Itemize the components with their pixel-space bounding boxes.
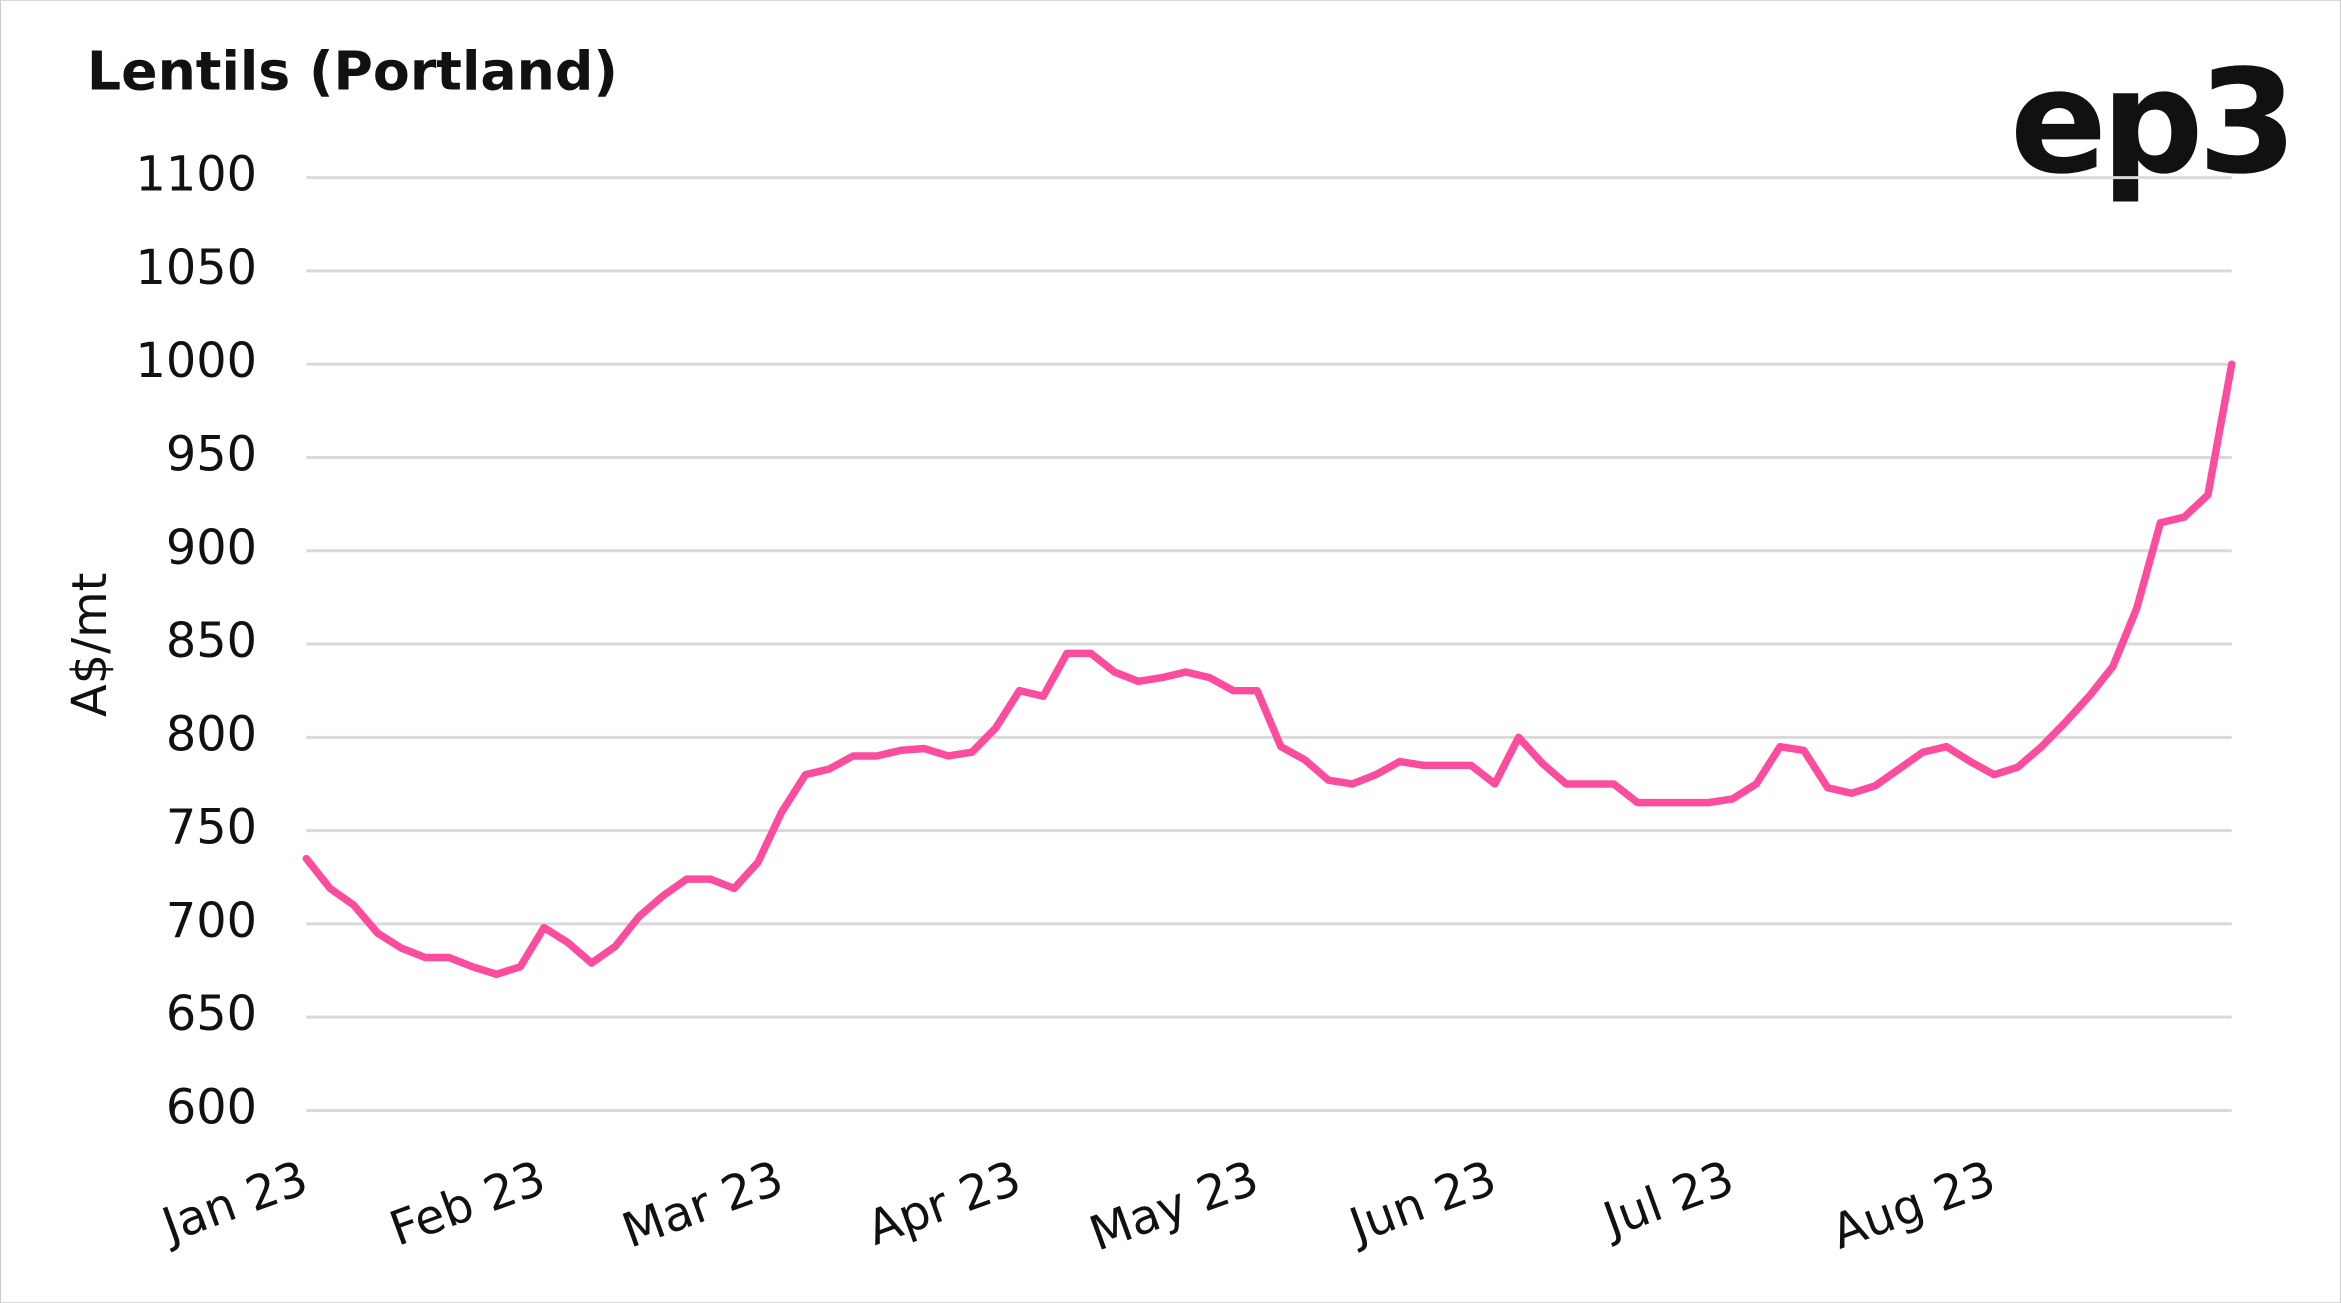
chart-title: Lentils (Portland) [87, 39, 618, 102]
y-tick-label: 900 [166, 521, 257, 576]
y-tick-label: 750 [166, 801, 257, 856]
y-tick-label: 700 [166, 894, 257, 949]
y-tick-label: 800 [166, 707, 257, 762]
y-tick-label: 1100 [136, 148, 258, 203]
logo: ep3 [2010, 39, 2292, 206]
price-line [302, 360, 2236, 978]
y-tick-label: 1050 [136, 241, 258, 296]
y-tick-label: 600 [166, 1080, 257, 1135]
y-tick-label: 950 [166, 427, 257, 482]
y-tick-label: 650 [166, 987, 257, 1042]
plot [302, 360, 2236, 978]
y-tick-label: 1000 [136, 334, 258, 389]
y-tick-label: 850 [166, 614, 257, 669]
y-axis-title: A$/mt [63, 573, 118, 717]
